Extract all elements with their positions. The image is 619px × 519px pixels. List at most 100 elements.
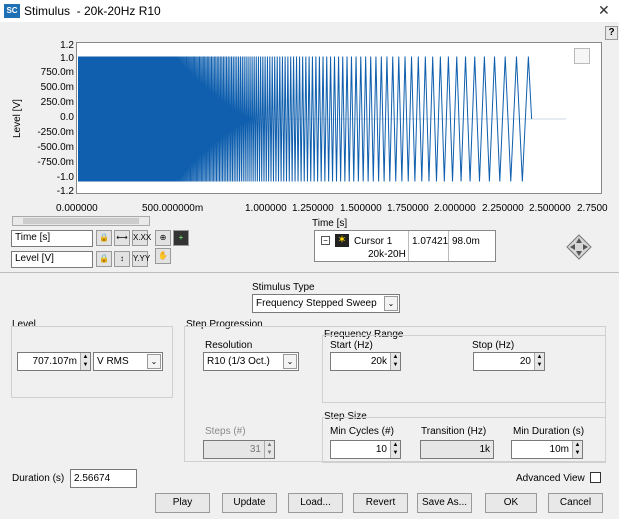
level-unit-dropdown[interactable]: V RMS ⌄ xyxy=(93,352,163,371)
step-size-group xyxy=(322,417,606,463)
x-tick: 2.250000 xyxy=(482,203,524,214)
y-autoscale-icon[interactable]: ↕ xyxy=(114,251,130,267)
y-tick: -500.0m xyxy=(37,142,74,153)
min-cycles-spinner-icon[interactable]: ▲ ▼ xyxy=(390,441,400,458)
cursor-x-value: 1.07421 xyxy=(412,236,449,247)
x-tick: 1.000000 xyxy=(245,203,287,214)
chevron-down-icon: ⌄ xyxy=(283,354,297,369)
stop-field[interactable]: 20 ▲ ▼ xyxy=(473,352,545,371)
level-value: 707.107m xyxy=(32,356,77,367)
x-tick: 2.000000 xyxy=(434,203,476,214)
stimulus-type-dropdown[interactable]: Frequency Stepped Sweep ⌄ xyxy=(252,294,400,313)
y-axis-label: Level [V] xyxy=(12,99,23,138)
cursor-divider xyxy=(408,231,409,261)
y-tick: -1.2 xyxy=(56,186,74,197)
x-axis-label: Time [s] xyxy=(312,218,348,229)
x-tick: 1.500000 xyxy=(340,203,382,214)
chevron-down-icon: ⌄ xyxy=(384,296,398,311)
zoom-icon[interactable]: ⊕ xyxy=(155,230,171,246)
frequency-range-group xyxy=(322,335,606,403)
stop-spinner-icon[interactable]: ▲ ▼ xyxy=(534,353,544,370)
resolution-label: Resolution xyxy=(205,340,253,351)
cursor-navigation-icon[interactable] xyxy=(566,234,592,260)
start-label: Start (Hz) xyxy=(330,340,373,351)
revert-button[interactable]: Revert xyxy=(353,493,408,513)
x-tick: 2.500000 xyxy=(529,203,571,214)
min-cycles-label: Min Cycles (#) xyxy=(330,426,394,437)
y-tick: 0.0 xyxy=(60,112,74,123)
load-button[interactable]: Load... xyxy=(288,493,343,513)
graph-palette-icon[interactable] xyxy=(574,48,590,64)
ok-button[interactable]: OK xyxy=(485,493,537,513)
min-cycles-field[interactable]: 10 ▲ ▼ xyxy=(330,440,401,459)
x-tick: 1.750000 xyxy=(387,203,429,214)
separator xyxy=(0,272,619,273)
scrollbar-thumb[interactable] xyxy=(23,218,139,224)
y-format-button[interactable]: Y.YY xyxy=(132,251,150,267)
advanced-view-checkbox[interactable] xyxy=(590,472,601,483)
step-size-label: Step Size xyxy=(324,411,367,422)
transition-value: 1k xyxy=(479,444,490,455)
x-tick: 2.7500 xyxy=(577,203,608,214)
cursor-crosshair-icon[interactable]: ✶ xyxy=(335,234,349,247)
x-lock-icon[interactable]: 🔒 xyxy=(96,230,112,246)
x-autoscale-icon[interactable]: ⟷ xyxy=(114,230,130,246)
y-tick: 1.2 xyxy=(60,40,74,51)
transition-field: 1k xyxy=(420,440,494,459)
cursor-divider xyxy=(448,231,449,261)
app-icon: SC xyxy=(4,4,20,18)
min-duration-field[interactable]: 10m ▲ ▼ xyxy=(511,440,583,459)
stop-value: 20 xyxy=(519,356,531,367)
x-tick: 500.000000m xyxy=(142,203,204,214)
cursor-plot-name: 20k-20H xyxy=(368,249,406,260)
stop-label: Stop (Hz) xyxy=(472,340,515,351)
chevron-down-icon: ⌄ xyxy=(147,354,161,369)
start-spinner-icon[interactable]: ▲ ▼ xyxy=(390,353,400,370)
min-duration-spinner-icon[interactable]: ▲ ▼ xyxy=(572,441,582,458)
x-axis-select[interactable]: Time [s] xyxy=(11,230,93,247)
frequency-range-label: Frequency Range xyxy=(324,329,404,340)
waveform-plot[interactable] xyxy=(78,44,566,194)
save-as-button[interactable]: Save As... xyxy=(417,493,472,513)
resolution-value: R10 (1/3 Oct.) xyxy=(207,356,270,367)
stimulus-type-value: Frequency Stepped Sweep xyxy=(256,298,377,309)
resolution-dropdown[interactable]: R10 (1/3 Oct.) ⌄ xyxy=(203,352,299,371)
cancel-button[interactable]: Cancel xyxy=(548,493,603,513)
y-tick: -750.0m xyxy=(37,157,74,168)
play-button[interactable]: Play xyxy=(155,493,210,513)
duration-value: 2.56674 xyxy=(74,473,111,484)
cursor-name: Cursor 1 xyxy=(354,236,393,247)
cursor-y-value: 98.0m xyxy=(452,236,480,247)
plot-scrollbar[interactable] xyxy=(12,216,150,226)
level-value-field[interactable]: 707.107m ▲ ▼ xyxy=(17,352,91,371)
steps-field[interactable]: 31 ▲ ▼ xyxy=(203,440,275,459)
y-tick: 750.0m xyxy=(40,67,74,78)
help-button[interactable]: ? xyxy=(605,26,618,40)
y-lock-icon[interactable]: 🔒 xyxy=(96,251,112,267)
y-tick: -1.0 xyxy=(56,172,74,183)
y-tick: 500.0m xyxy=(40,82,74,93)
sweep-trace xyxy=(78,56,533,182)
stimulus-type-label: Stimulus Type xyxy=(252,282,315,293)
update-button[interactable]: Update xyxy=(222,493,277,513)
level-unit-value: V RMS xyxy=(97,356,129,367)
duration-field: 2.56674 xyxy=(70,469,137,488)
level-group-label: Level xyxy=(12,319,36,330)
y-axis-select[interactable]: Level [V] xyxy=(11,251,93,268)
y-tick: 1.0 xyxy=(60,53,74,64)
pan-hand-icon[interactable]: ✋ xyxy=(155,248,171,264)
x-format-button[interactable]: X.XX xyxy=(132,230,151,246)
steps-spinner-icon[interactable]: ▲ ▼ xyxy=(264,441,274,458)
transition-label: Transition (Hz) xyxy=(421,426,487,437)
close-icon[interactable]: ✕ xyxy=(598,2,610,18)
min-duration-value: 10m xyxy=(549,444,569,455)
level-spinner-icon[interactable]: ▲ ▼ xyxy=(80,353,90,370)
collapse-icon[interactable]: − xyxy=(321,236,330,245)
start-value: 20k xyxy=(370,356,387,367)
advanced-view-label: Advanced View xyxy=(516,473,585,484)
steps-label: Steps (#) xyxy=(205,426,246,437)
cursor-move-icon[interactable]: + xyxy=(173,230,189,246)
start-field[interactable]: 20k ▲ ▼ xyxy=(330,352,401,371)
y-tick: 250.0m xyxy=(40,97,74,108)
step-progression-label: Step Progression xyxy=(186,319,263,330)
